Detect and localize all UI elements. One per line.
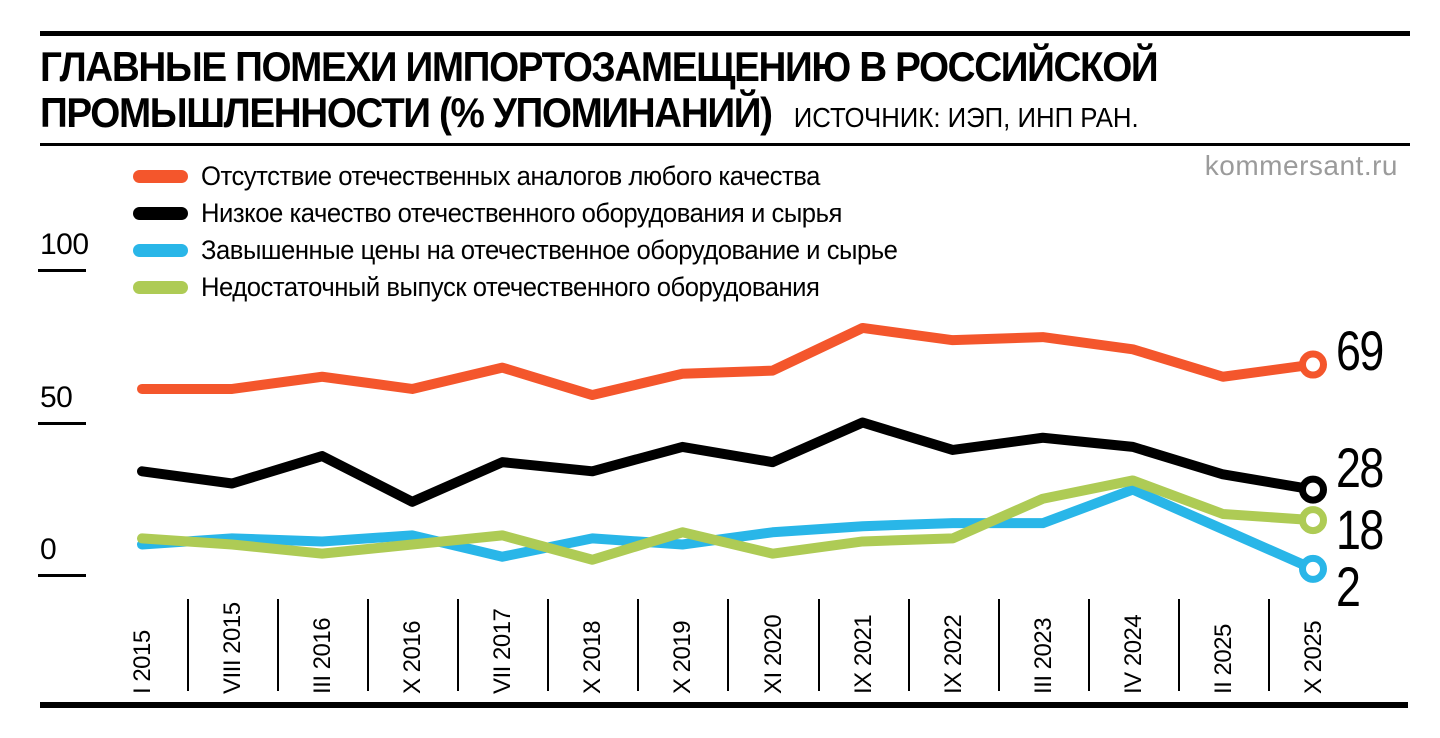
end-value-label: 28 <box>1336 435 1384 499</box>
x-axis-label: IV 2024 <box>1119 614 1147 694</box>
x-axis-label: VII 2017 <box>489 608 517 694</box>
legend-label: Завышенные цены на отечественное оборудо… <box>201 235 898 265</box>
legend-label: Низкое качество отечественного оборудова… <box>201 198 842 228</box>
x-axis-separator <box>997 599 1000 691</box>
legend: Отсутствие отечественных аналогов любого… <box>133 158 934 306</box>
y-tick-line <box>38 574 86 577</box>
x-axis-label: X 2018 <box>579 620 607 694</box>
legend-item: Завышенные цены на отечественное оборудо… <box>133 232 934 269</box>
series-end-marker <box>1298 475 1327 504</box>
y-tick-label: 100 <box>40 228 89 261</box>
x-axis-label: VIII 2015 <box>219 602 247 694</box>
series-end-marker <box>1298 350 1327 379</box>
y-tick-label: 50 <box>40 380 73 414</box>
legend-swatch-icon <box>133 207 188 220</box>
x-axis-separator <box>637 599 640 691</box>
x-axis-separator <box>1267 599 1270 691</box>
mid-rule <box>40 143 1410 146</box>
bottom-rule <box>40 702 1408 708</box>
x-axis-label: III 2016 <box>309 617 337 694</box>
y-tick-line <box>38 421 86 425</box>
x-axis-separator <box>547 599 550 691</box>
title-line-1: ГЛАВНЫЕ ПОМЕХИ ИМПОРТОЗАМЕЩЕНИЮ В РОССИЙ… <box>40 43 1159 90</box>
y-tick-label: 0 <box>40 533 57 566</box>
x-axis-label: X 2025 <box>1299 620 1327 694</box>
x-axis-label: I 2015 <box>129 630 156 694</box>
series-end-marker <box>1298 506 1327 535</box>
x-axis-separator <box>1177 599 1180 691</box>
source-note: ИСТОЧНИК: ИЭП, ИНП РАН. <box>793 102 1139 133</box>
x-axis-label: XI 2020 <box>759 614 787 694</box>
x-axis-label: IX 2022 <box>939 614 967 694</box>
x-axis-label: III 2023 <box>1029 617 1057 694</box>
end-value-label: 69 <box>1336 318 1384 382</box>
legend-item: Низкое качество отечественного оборудова… <box>133 195 934 232</box>
title-line-2: ПРОМЫШЛЕННОСТИ (% УПОМИНАНИЙ) <box>40 89 773 136</box>
x-axis-label: X 2019 <box>669 620 697 694</box>
legend-item: Отсутствие отечественных аналогов любого… <box>133 158 934 195</box>
x-axis-separator <box>187 599 190 691</box>
legend-item: Недостаточный выпуск отечественного обор… <box>133 269 934 306</box>
x-axis-separator <box>817 599 820 691</box>
end-value-label: 18 <box>1336 498 1384 562</box>
x-axis-separator <box>727 599 730 691</box>
x-axis-separator <box>457 599 460 691</box>
series-line <box>137 322 1318 401</box>
series-line <box>137 417 1318 507</box>
legend-label: Недостаточный выпуск отечественного обор… <box>201 272 820 302</box>
top-rule <box>40 31 1410 36</box>
x-axis-label: II 2025 <box>1209 624 1237 694</box>
end-value-label: 2 <box>1336 554 1361 618</box>
page-title: ГЛАВНЫЕ ПОМЕХИ ИМПОРТОЗАМЕЩЕНИЮ В РОССИЙ… <box>40 43 1159 141</box>
legend-swatch-icon <box>133 170 188 183</box>
x-axis-separator <box>1087 599 1090 691</box>
x-axis-label: IX 2021 <box>849 614 877 694</box>
x-axis-separator <box>277 599 280 691</box>
x-axis-separator <box>367 599 370 691</box>
series-line <box>137 475 1318 565</box>
legend-swatch-icon <box>133 281 188 294</box>
watermark: kommersant.ru <box>1204 150 1398 181</box>
legend-label: Отсутствие отечественных аналогов любого… <box>201 161 820 191</box>
legend-swatch-icon <box>133 244 188 257</box>
series-end-marker <box>1298 554 1327 583</box>
x-axis-separator <box>907 599 910 691</box>
x-axis-label: X 2016 <box>399 620 427 694</box>
y-tick-line <box>38 269 86 272</box>
